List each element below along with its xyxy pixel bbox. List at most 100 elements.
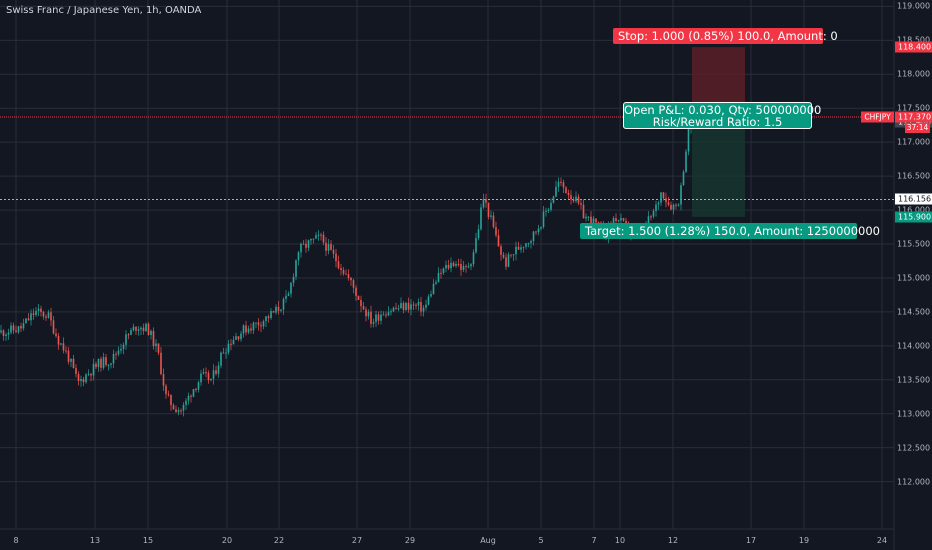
candle-body xyxy=(262,321,265,327)
target-label-box[interactable]: Target: 1.500 (1.28%) 150.0, Amount: 125… xyxy=(580,223,880,239)
candle-body xyxy=(560,181,562,183)
candle-body xyxy=(597,222,600,224)
vertical-gridlines xyxy=(15,0,883,529)
candle-body xyxy=(197,382,200,390)
candle-body xyxy=(545,210,547,212)
candle-body xyxy=(352,280,355,288)
candle-body xyxy=(250,328,252,331)
candle-body xyxy=(225,352,227,354)
candle-body xyxy=(422,307,425,312)
candle-body xyxy=(190,395,192,397)
candle-body xyxy=(85,374,87,383)
candle-body xyxy=(22,323,25,329)
candle-body xyxy=(567,193,570,196)
candle-body xyxy=(685,151,687,172)
candle-body xyxy=(310,238,312,241)
candle-body xyxy=(330,243,332,251)
time-tick-label: 10 xyxy=(614,536,626,545)
candle-body xyxy=(315,235,317,239)
candle-body xyxy=(592,218,595,226)
candle-body xyxy=(95,363,97,368)
time-tick-label: 27 xyxy=(351,536,363,545)
candle-body xyxy=(655,204,657,211)
candle-body xyxy=(77,373,80,382)
candle-body xyxy=(10,325,12,333)
candle-body xyxy=(320,234,322,236)
candle-body xyxy=(105,357,107,365)
candle-body xyxy=(437,272,440,283)
candle-body xyxy=(515,246,517,255)
candle-body xyxy=(235,336,237,340)
candle-body xyxy=(180,410,182,412)
time-tick-label: 22 xyxy=(273,536,285,545)
candle-body xyxy=(572,199,575,202)
candle-body xyxy=(237,336,240,340)
time-tick-label: 20 xyxy=(221,536,233,545)
candle-body xyxy=(202,372,205,374)
candle-body xyxy=(280,309,282,311)
candle-body xyxy=(230,343,232,345)
candle-body xyxy=(165,385,167,395)
candle-body xyxy=(120,348,122,351)
candle-body xyxy=(25,318,27,324)
candle-body xyxy=(157,343,160,353)
candle-body xyxy=(240,333,242,340)
candle-body xyxy=(275,306,277,313)
candle-body xyxy=(510,254,512,256)
candle-body xyxy=(252,322,255,331)
candle-body xyxy=(475,238,477,253)
candle-body xyxy=(317,234,320,236)
symbol-badge: CHFJPY xyxy=(861,111,894,123)
candle-body xyxy=(405,302,407,311)
candle-body xyxy=(55,333,57,336)
candle-body xyxy=(322,234,325,243)
candle-body xyxy=(377,314,380,321)
risk-reward-line: Risk/Reward Ratio: 1.5 xyxy=(652,115,783,129)
candle-body xyxy=(247,328,250,333)
candle-body xyxy=(570,195,572,200)
candle-body xyxy=(90,373,92,376)
price-tick-label: 112.500 xyxy=(897,443,931,453)
candle-body xyxy=(672,204,675,210)
candle-body xyxy=(447,265,450,269)
price-tick-label: 113.000 xyxy=(897,409,931,419)
candle-body xyxy=(132,326,135,331)
candle-body xyxy=(460,264,462,270)
candle-body xyxy=(467,266,470,268)
candle-body xyxy=(477,229,480,239)
candle-body xyxy=(527,242,530,244)
price-tick-label: 113.500 xyxy=(897,375,931,385)
candle-body xyxy=(200,373,202,383)
candle-body xyxy=(292,276,295,283)
candle-body xyxy=(30,313,32,321)
candle-body xyxy=(20,326,22,329)
candle-body xyxy=(45,316,47,318)
candle-body xyxy=(555,186,557,197)
candle-body xyxy=(395,307,397,309)
candle-body xyxy=(130,330,132,335)
candle-body xyxy=(497,235,500,247)
candle-body xyxy=(117,350,120,355)
candle-body xyxy=(17,326,20,333)
candle-body xyxy=(80,379,82,382)
candle-body xyxy=(27,318,30,321)
candle-body xyxy=(492,215,495,228)
candle-body xyxy=(307,240,310,248)
stop-price-label: 118.400 xyxy=(895,41,932,53)
stop-label-box[interactable]: Stop: 1.000 (0.85%) 100.0, Amount: 0 xyxy=(613,28,838,44)
candle-body xyxy=(420,301,422,312)
pnl-label-box[interactable]: Open P&L: 0.030, Qty: 500000000 Risk/Rew… xyxy=(623,102,821,129)
candle-body xyxy=(97,358,100,368)
candle-body xyxy=(82,379,85,383)
time-tick-label: 15 xyxy=(142,536,154,545)
candle-body xyxy=(37,308,40,312)
candle-body xyxy=(135,326,137,331)
candle-body xyxy=(75,368,77,374)
candle-body xyxy=(340,268,342,271)
candle-body xyxy=(397,308,400,310)
candle-body xyxy=(662,192,665,199)
candle-body xyxy=(430,294,432,297)
candle-body xyxy=(0,330,2,333)
candle-body xyxy=(530,240,532,243)
